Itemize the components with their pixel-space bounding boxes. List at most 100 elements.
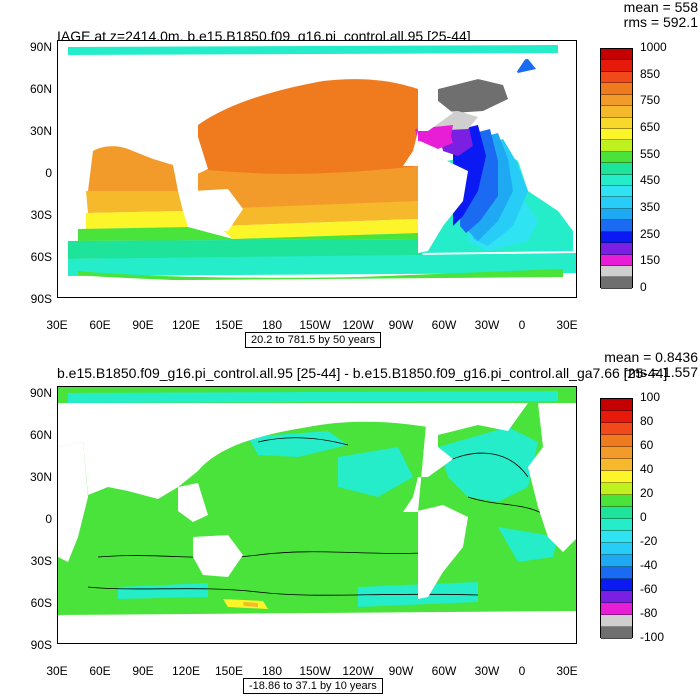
antarctica-land <box>58 277 576 297</box>
indian-ocean-orange <box>88 146 178 196</box>
colorbar-swatch <box>601 163 632 175</box>
bottom-panel: b.e15.B1850.f09_g16.pi_control.all.95 [2… <box>0 350 700 700</box>
colorbar-swatch <box>601 531 632 543</box>
top-map-svg <box>58 45 576 297</box>
se-asia-land <box>178 483 208 522</box>
y-tick-label: 0 <box>45 166 52 180</box>
eurasia-land <box>58 55 418 153</box>
y-tick-label: 0 <box>45 512 52 526</box>
colorbar-swatch <box>601 266 632 278</box>
colorbar-swatch <box>601 507 632 519</box>
colorbar-swatch <box>601 447 632 459</box>
colorbar-swatch <box>601 151 632 164</box>
arctic-gray <box>438 79 508 113</box>
x-tick-label: 90W <box>388 318 414 332</box>
indian-cyan-strip <box>118 583 208 599</box>
colorbar-swatch <box>601 423 632 435</box>
sub-pacific-band <box>208 201 418 226</box>
y-tick-label: 90S <box>30 638 52 652</box>
top-mean: mean = 558 <box>623 0 698 15</box>
colorbar-swatch <box>601 208 632 221</box>
y-tick-label: 90S <box>30 292 52 306</box>
colorbar-tick-label: 40 <box>640 462 654 476</box>
x-tick-label: 30E <box>556 318 578 332</box>
colorbar-swatch <box>601 543 632 555</box>
eq-pacific-band <box>198 166 418 212</box>
eurasia-land <box>58 403 428 499</box>
colorbar-tick-label: 150 <box>640 253 661 268</box>
colorbar-tick-label: 450 <box>640 173 661 188</box>
south-pacific-yellow <box>218 219 418 239</box>
colorbar-tick-label: -100 <box>640 630 665 644</box>
x-tick-label: 150E <box>214 664 244 678</box>
top-stats: mean = 558 rms = 592.1 <box>624 0 698 30</box>
colorbar-swatch <box>601 603 632 615</box>
y-tick-label: 60S <box>30 596 52 610</box>
contour-line <box>97 551 439 558</box>
x-tick-label: 30W <box>474 318 500 332</box>
colorbar-tick-label: -60 <box>640 582 658 596</box>
colorbar-swatch <box>601 399 632 411</box>
x-tick-label: 180 <box>261 318 283 332</box>
indian-ocean-yellow <box>86 211 188 229</box>
colorbar-swatch <box>601 555 632 567</box>
africa-land <box>58 96 88 216</box>
colorbar-tick-label: 100 <box>640 390 661 404</box>
top-rms: rms = 592.1 <box>623 14 698 30</box>
colorbar-swatch <box>601 519 632 531</box>
colorbar-tick-label: 60 <box>640 438 654 452</box>
colorbar-tick-label: 850 <box>640 66 661 81</box>
south-america-land <box>413 505 468 599</box>
colorbar-tick-label: 650 <box>640 120 661 134</box>
europe-africa-east <box>528 403 576 552</box>
africa-land <box>58 442 88 562</box>
colorbar-tick-label: -20 <box>640 534 658 548</box>
colorbar-swatch <box>601 128 632 141</box>
top-colorbar <box>600 48 633 289</box>
y-tick-label: 30S <box>30 208 52 222</box>
y-tick-label: 30N <box>29 124 52 138</box>
colorbar-swatch <box>601 117 632 129</box>
colorbar-swatch <box>601 615 632 627</box>
x-tick-label: 120E <box>171 664 201 678</box>
colorbar-swatch <box>601 197 632 209</box>
colorbar-swatch <box>601 277 632 289</box>
s-atlantic-cyan <box>498 527 558 562</box>
southern-cyan <box>68 253 576 276</box>
nw-pacific-cyan <box>248 431 348 457</box>
colorbar-tick-label: 550 <box>640 146 661 161</box>
arctic-cyan-field <box>68 391 558 403</box>
y-tick-label: 60S <box>30 250 52 264</box>
colorbar-swatch <box>601 591 632 603</box>
colorbar-swatch <box>601 186 632 198</box>
antarctica-land <box>58 611 576 643</box>
y-tick-label: 90N <box>29 40 52 54</box>
top-panel: IAGE at z=2414.0m, b.e15.B1850.f09_g16.p… <box>29 0 698 348</box>
arctic-strip <box>68 45 558 55</box>
bottom-colorbar <box>600 398 633 639</box>
north-america-land <box>403 403 528 512</box>
x-tick-label: 120W <box>342 664 374 678</box>
colorbar-swatch <box>601 49 632 61</box>
contour-line <box>87 586 479 596</box>
colorbar-tick-label: 0 <box>640 510 647 524</box>
bottom-map-svg <box>58 387 576 643</box>
x-tick-label: 60E <box>89 318 111 332</box>
x-tick-label: 0 <box>518 318 526 332</box>
colorbar-swatch <box>601 174 632 187</box>
colorbar-tick-label: -80 <box>640 606 658 620</box>
bottom-rms: rms = 1.557 <box>623 364 698 380</box>
x-tick-label: 150W <box>299 318 331 332</box>
n-pacific-cyan <box>338 447 413 497</box>
x-tick-label: 60E <box>89 664 111 678</box>
bottom-mean: mean = 0.8436 <box>604 349 698 365</box>
bottom-contours <box>87 437 549 596</box>
colorbar-swatch <box>601 243 632 255</box>
x-tick-label: 0 <box>518 664 526 678</box>
x-tick-label: 30E <box>46 664 68 678</box>
x-tick-label: 90W <box>388 664 414 678</box>
bottom-land <box>58 403 576 643</box>
colorbar-tick-label: -40 <box>640 558 658 572</box>
colorbar-swatch <box>601 567 632 579</box>
colorbar-swatch <box>601 435 632 447</box>
